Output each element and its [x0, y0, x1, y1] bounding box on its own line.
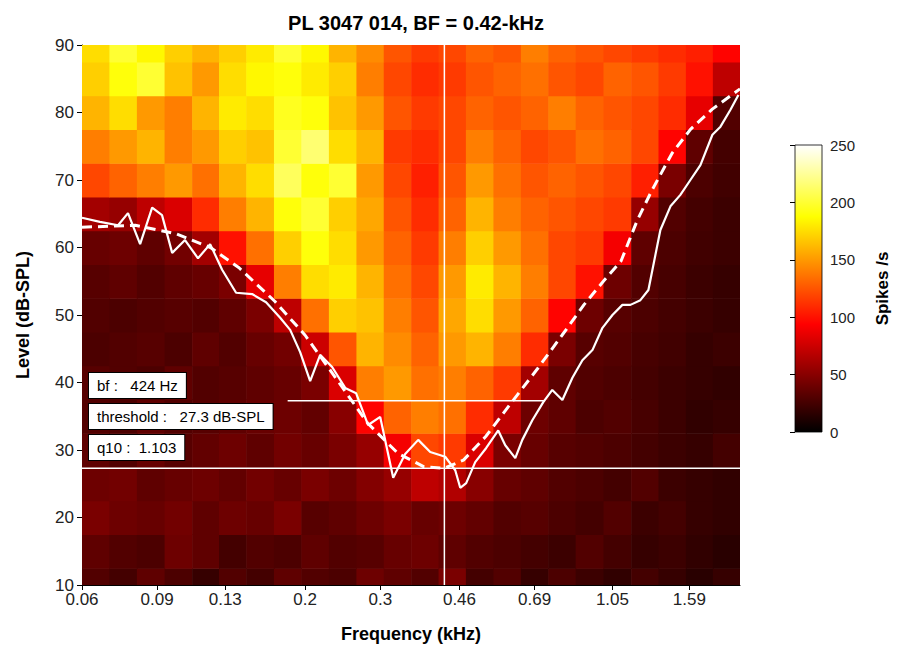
svg-text:0.3: 0.3	[368, 590, 392, 609]
svg-text:100: 100	[830, 309, 855, 326]
svg-text:1.05: 1.05	[596, 590, 629, 609]
svg-text:150: 150	[830, 251, 855, 268]
svg-text:0.13: 0.13	[209, 590, 242, 609]
svg-text:50: 50	[55, 306, 74, 325]
svg-text:0.69: 0.69	[518, 590, 551, 609]
svg-text:PL 3047 014, BF = 0.42-kHz: PL 3047 014, BF = 0.42-kHz	[288, 12, 544, 34]
svg-text:200: 200	[830, 194, 855, 211]
svg-text:20: 20	[55, 508, 74, 527]
svg-text:Frequency (kHz): Frequency (kHz)	[341, 624, 481, 644]
svg-text:60: 60	[55, 238, 74, 257]
svg-text:1.59: 1.59	[673, 590, 706, 609]
svg-text:30: 30	[55, 441, 74, 460]
svg-text:40: 40	[55, 373, 74, 392]
svg-text:0.06: 0.06	[65, 590, 98, 609]
svg-text:threshold : 27.3 dB-SPL: threshold : 27.3 dB-SPL	[97, 408, 265, 425]
svg-text:0.46: 0.46	[443, 590, 476, 609]
svg-text:10: 10	[55, 575, 74, 595]
svg-text:80: 80	[55, 103, 74, 122]
svg-text:50: 50	[830, 366, 847, 383]
svg-text:90: 90	[55, 36, 74, 55]
svg-text:0.09: 0.09	[141, 590, 174, 609]
svg-text:0.2: 0.2	[293, 590, 317, 609]
svg-text:bf : 424 Hz: bf : 424 Hz	[97, 377, 178, 394]
svg-text:70: 70	[55, 171, 74, 190]
svg-text:0: 0	[830, 424, 838, 441]
svg-text:q10 : 1.103: q10 : 1.103	[97, 439, 176, 456]
svg-text:Spikes /s: Spikes /s	[873, 252, 892, 326]
svg-text:Level (dB-SPL): Level (dB-SPL)	[13, 251, 33, 379]
svg-text:250: 250	[830, 137, 855, 154]
